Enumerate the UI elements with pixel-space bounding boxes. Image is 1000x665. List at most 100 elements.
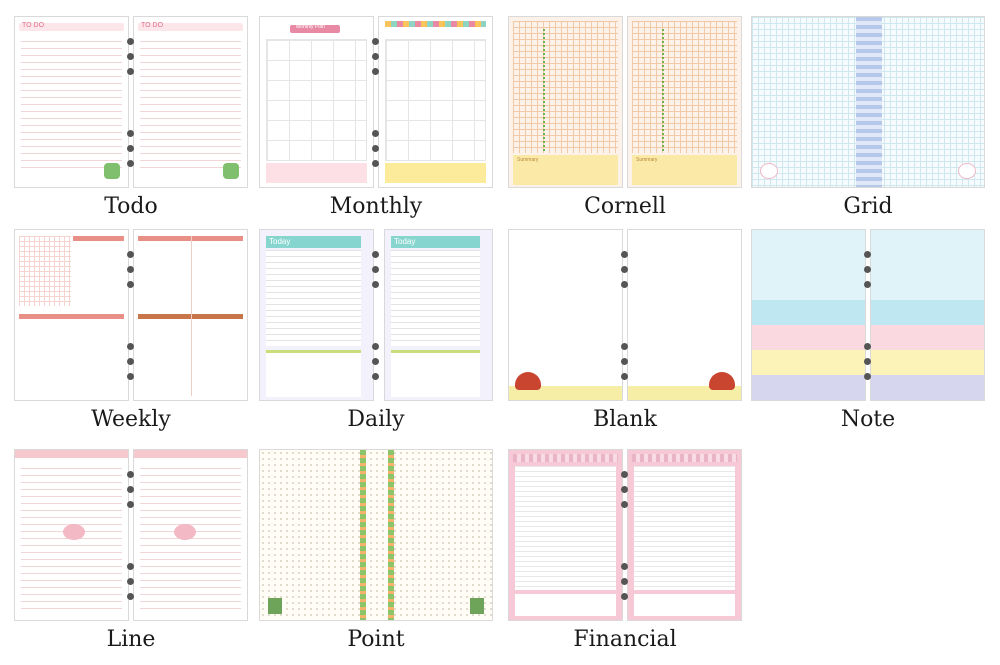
daily-header-text: Today (269, 237, 291, 246)
schedule-lines (266, 250, 361, 346)
financial-notes (515, 594, 616, 616)
bunting-decoration (385, 21, 486, 27)
financial-page-left (508, 449, 623, 621)
monthly-banner (290, 25, 340, 33)
monthly-notes (266, 163, 367, 183)
daily-header (266, 236, 361, 248)
financial-header (513, 454, 618, 462)
note-band (752, 375, 865, 400)
ring-holes (858, 229, 878, 401)
financial-notes (634, 594, 735, 616)
binding-strip (856, 17, 882, 187)
bunny-icon (760, 163, 778, 179)
cornell-page-right: Summary (627, 16, 742, 188)
day-header (73, 236, 124, 241)
todo-lines (21, 41, 122, 174)
ring-holes (121, 16, 141, 188)
day-header (19, 314, 124, 319)
line-thumbnail (14, 449, 248, 621)
plant-icon (104, 163, 120, 179)
weekly-page-left (14, 229, 129, 401)
summary-area (513, 155, 618, 185)
house-icon (268, 598, 282, 614)
grid-thumbnail (751, 16, 985, 188)
decor-strip (388, 450, 394, 620)
todo-page-left: TO DO (14, 16, 129, 188)
line-rules (140, 468, 241, 615)
todo-thumbnail: TO DO TO DO (14, 16, 248, 188)
monthly-banner-text: Monthly Plan (296, 24, 325, 30)
birds-icon (63, 524, 85, 540)
financial-header (632, 454, 737, 462)
grid-page (751, 16, 985, 188)
weekly-thumbnail (14, 229, 248, 401)
note-band (752, 230, 865, 300)
bunny-icon (958, 163, 976, 179)
note-band (752, 350, 865, 375)
template-label: Cornell (584, 194, 666, 219)
note-band (871, 325, 984, 350)
ring-holes (121, 229, 141, 401)
birds-icon (174, 524, 196, 540)
plant-icon (223, 163, 239, 179)
todo-header-text: TO DO (141, 22, 164, 29)
template-label: Line (106, 627, 156, 652)
template-label: Daily (347, 407, 405, 432)
daily-header (391, 236, 480, 248)
house-icon (470, 598, 484, 614)
line-page-left (14, 449, 129, 621)
ring-holes (615, 449, 635, 621)
summary-label: Summary (636, 157, 658, 163)
ring-holes (121, 449, 141, 621)
monthly-page-right (378, 16, 493, 188)
note-page-left (751, 229, 866, 401)
blank-thumbnail (508, 229, 742, 401)
note-band (871, 300, 984, 325)
note-band (871, 350, 984, 375)
daily-notes (391, 350, 480, 397)
template-label: Financial (573, 627, 677, 652)
template-label: Point (347, 627, 405, 652)
calendar-grid (266, 39, 367, 161)
todo-header (138, 23, 243, 31)
ledger-lines (634, 466, 735, 590)
weekly-grid (19, 236, 71, 306)
cornell-page-left: Summary (508, 16, 623, 188)
cornell-grid (632, 21, 737, 153)
financial-thumbnail (508, 449, 742, 621)
note-band (752, 300, 865, 325)
day-header (138, 314, 243, 319)
template-label: Monthly (329, 194, 423, 219)
ring-holes (366, 16, 386, 188)
summary-area (632, 155, 737, 185)
daily-page-left: Today (259, 229, 374, 401)
decor-strip (360, 450, 366, 620)
mushroom-house-icon (515, 372, 541, 390)
monthly-thumbnail: Monthly Plan (259, 16, 493, 188)
ring-holes (366, 229, 386, 401)
schedule-lines (391, 250, 480, 346)
todo-page-right: TO DO (133, 16, 248, 188)
point-page (259, 449, 493, 621)
template-label: Todo (104, 194, 158, 219)
note-band (871, 375, 984, 400)
note-band (752, 325, 865, 350)
note-band (871, 230, 984, 300)
ledger-lines (515, 466, 616, 590)
cornell-grid (513, 21, 618, 153)
point-thumbnail (259, 449, 493, 621)
note-page-right (870, 229, 985, 401)
cue-column-divider (662, 29, 666, 151)
template-label: Blank (593, 407, 657, 432)
cornell-thumbnail: Summary Summary (508, 16, 742, 188)
mushroom-house-icon (709, 372, 735, 390)
todo-header (19, 23, 124, 31)
daily-page-right: Today (384, 229, 493, 401)
daily-header-text: Today (394, 237, 416, 246)
blank-page-left (508, 229, 623, 401)
daily-notes (266, 350, 361, 397)
line-rules (21, 468, 122, 615)
line-header (134, 450, 247, 458)
note-thumbnail (751, 229, 985, 401)
day-header (138, 236, 243, 241)
